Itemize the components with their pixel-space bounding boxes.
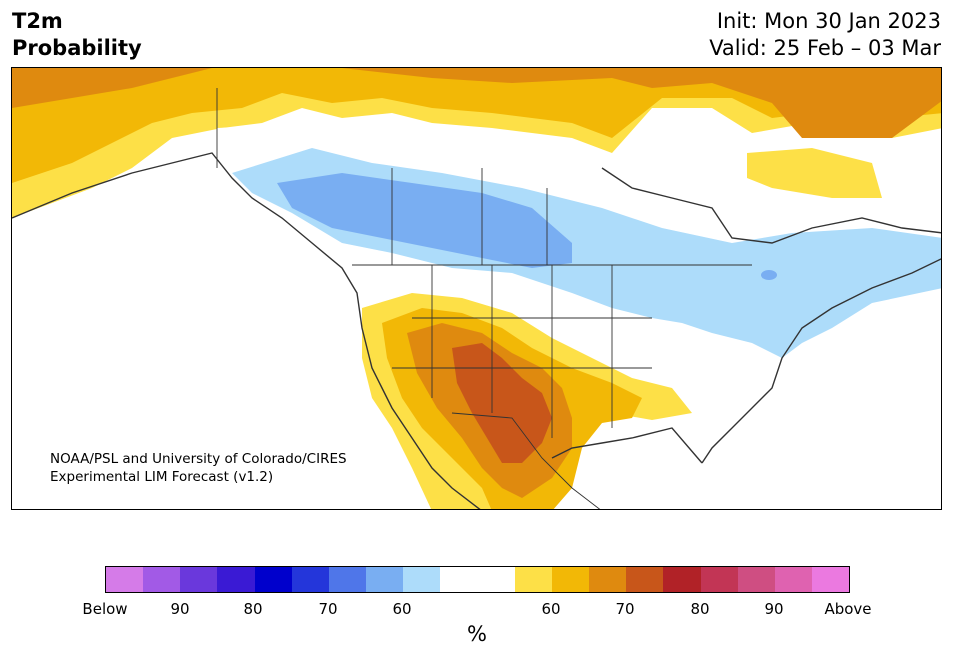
data-credit: NOAA/PSL and University of Colorado/CIRE… [50, 450, 347, 486]
colorbar-tick-label: Above [824, 600, 872, 618]
colorbar-segment [514, 567, 552, 592]
colorbar-segment [477, 567, 515, 592]
colorbar-segment [811, 567, 850, 592]
probability-colorbar [105, 566, 850, 593]
colorbar-segment [440, 567, 478, 592]
forecast-dates: Init: Mon 30 Jan 2023 Valid: 25 Feb – 03… [709, 8, 941, 62]
colorbar-tick-label: 60 [392, 600, 412, 618]
colorbar-segment [551, 567, 590, 592]
map-canvas [12, 68, 941, 509]
variable-label: T2m [12, 9, 63, 33]
map-title: T2m Probability [12, 8, 142, 62]
colorbar-segment [143, 567, 181, 592]
above-strong-north [12, 68, 941, 138]
colorbar-tick-label: 80 [690, 600, 710, 618]
colorbar-segment [254, 567, 292, 592]
above-light-hudson [747, 148, 882, 198]
below-medium-canada [277, 173, 572, 268]
colorbar-segment [700, 567, 738, 592]
colorbar-tick-label: 70 [615, 600, 635, 618]
colorbar-segment [291, 567, 329, 592]
colorbar-tick-label: 90 [764, 600, 784, 618]
neutral-west [217, 123, 612, 198]
borders [216, 88, 752, 509]
colorbar-segment [328, 567, 367, 592]
below-medium-quebec [761, 270, 777, 280]
colorbar-unit: % [467, 622, 487, 646]
colorbar-segment [217, 567, 255, 592]
init-date: Init: Mon 30 Jan 2023 [716, 9, 941, 33]
colorbar-segment [589, 567, 627, 592]
colorbar-tick-label: 70 [318, 600, 338, 618]
colorbar-tick-label: 80 [243, 600, 263, 618]
coastlines [12, 152, 941, 509]
colorbar-segment [403, 567, 441, 592]
credit-line-2: Experimental LIM Forecast (v1.2) [50, 469, 274, 485]
colorbar-tick-label: Below [82, 600, 128, 618]
above-medium-north [12, 68, 941, 183]
colorbar-tick-label: 90 [170, 600, 190, 618]
valid-range: Valid: 25 Feb – 03 Mar [709, 36, 941, 60]
forecast-map: NOAA/PSL and University of Colorado/CIRE… [11, 67, 942, 510]
colorbar-segment [106, 567, 144, 592]
colorbar-segment [737, 567, 775, 592]
colorbar-segment [180, 567, 218, 592]
colorbar-segment [626, 567, 664, 592]
above-very-strong-southwest [452, 343, 552, 463]
colorbar-segment [774, 567, 812, 592]
product-label: Probability [12, 36, 142, 60]
credit-line-1: NOAA/PSL and University of Colorado/CIRE… [50, 451, 347, 467]
colorbar-tick-label: 60 [541, 600, 561, 618]
colorbar-segment [366, 567, 404, 592]
colorbar-segment [663, 567, 701, 592]
